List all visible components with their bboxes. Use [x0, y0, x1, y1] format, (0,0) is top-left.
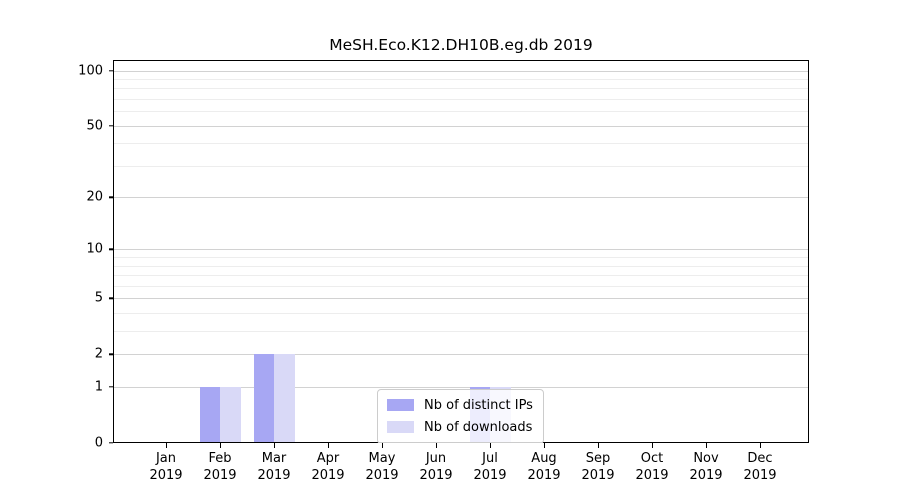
- y-tick: [108, 248, 113, 251]
- bar-downloads: [274, 354, 295, 443]
- gridline-major: [113, 249, 809, 251]
- y-tick-label: 10: [86, 241, 103, 257]
- y-tick-label: 0: [94, 435, 103, 451]
- x-tick-month: Sep: [585, 451, 611, 466]
- legend-label-downloads: Nb of downloads: [424, 419, 533, 435]
- gridline-major: [113, 197, 809, 199]
- x-tick-month: May: [368, 451, 396, 466]
- x-tick-label: May 2019: [355, 451, 409, 484]
- gridline-minor: [113, 111, 809, 113]
- gridline-major: [113, 354, 809, 356]
- x-tick: [543, 443, 545, 448]
- y-tick: [108, 69, 113, 72]
- y-tick-label: 50: [86, 118, 103, 134]
- x-tick-year: 2019: [365, 467, 399, 483]
- x-tick-year: 2019: [149, 467, 183, 483]
- gridline-major: [113, 298, 809, 300]
- x-tick-label: Nov 2019: [679, 451, 733, 484]
- x-tick-month: Dec: [747, 451, 773, 466]
- x-tick: [327, 443, 329, 448]
- gridline-minor: [113, 88, 809, 90]
- x-tick-label: Feb 2019: [193, 451, 247, 484]
- legend-item-distinct-ips: Nb of distinct IPs: [387, 394, 534, 416]
- gridline-minor: [113, 257, 809, 259]
- x-tick-year: 2019: [473, 467, 507, 483]
- x-tick-year: 2019: [257, 467, 291, 483]
- x-tick: [651, 443, 653, 448]
- chart-title: MeSH.Eco.K12.DH10B.eg.db 2019: [329, 36, 593, 54]
- gridline-minor: [113, 143, 809, 145]
- x-tick-year: 2019: [203, 467, 237, 483]
- legend-swatch-distinct-ips: [387, 399, 414, 411]
- x-tick-month: Oct: [640, 451, 664, 466]
- x-tick: [165, 443, 167, 448]
- legend: Nb of distinct IPs Nb of downloads: [377, 389, 544, 443]
- x-tick-month: Jan: [155, 451, 177, 466]
- x-tick-year: 2019: [419, 467, 453, 483]
- x-tick-year: 2019: [743, 467, 777, 483]
- x-tick-year: 2019: [527, 467, 561, 483]
- x-tick-month: Mar: [261, 451, 287, 466]
- x-tick-label: Mar 2019: [247, 451, 301, 484]
- gridline-major: [113, 387, 809, 389]
- x-tick-label: Oct 2019: [625, 451, 679, 484]
- y-tick-label: 5: [94, 290, 103, 306]
- gridline-minor: [113, 285, 809, 287]
- legend-item-downloads: Nb of downloads: [387, 416, 534, 438]
- x-tick-month: Aug: [531, 451, 557, 466]
- x-tick-label: Jan 2019: [139, 451, 193, 484]
- x-tick: [597, 443, 599, 448]
- x-tick-label: Dec 2019: [733, 451, 787, 484]
- gridline-minor: [113, 265, 809, 267]
- gridline-minor: [113, 275, 809, 277]
- x-tick-month: Jul: [482, 451, 498, 466]
- y-tick-label: 20: [86, 189, 103, 205]
- x-tick-label: Aug 2019: [517, 451, 571, 484]
- x-tick: [381, 443, 383, 448]
- bar-distinct-ips: [253, 354, 274, 443]
- x-tick: [759, 443, 761, 448]
- gridline-minor: [113, 78, 809, 80]
- y-tick: [108, 386, 113, 388]
- y-tick-label: 1: [94, 379, 103, 395]
- x-tick-label: Jul 2019: [463, 451, 517, 484]
- y-tick-label: 100: [78, 63, 103, 78]
- y-tick: [108, 442, 113, 444]
- gridline-major: [113, 70, 809, 72]
- y-tick: [108, 297, 113, 300]
- gridline-minor: [113, 98, 809, 100]
- plot-area: Nb of distinct IPs Nb of downloads: [113, 60, 809, 443]
- y-tick: [108, 353, 113, 355]
- x-tick-year: 2019: [581, 467, 615, 483]
- x-tick-label: Sep 2019: [571, 451, 625, 484]
- x-tick-month: Feb: [208, 451, 232, 466]
- legend-label-distinct-ips: Nb of distinct IPs: [424, 397, 533, 413]
- gridline-minor: [113, 313, 809, 315]
- x-tick: [489, 443, 491, 448]
- bar-downloads: [220, 387, 241, 443]
- x-tick: [273, 443, 275, 448]
- gridline-minor: [113, 165, 809, 167]
- y-tick: [108, 124, 113, 127]
- x-tick: [705, 443, 707, 448]
- gridline-minor: [113, 331, 809, 333]
- x-tick: [435, 443, 437, 448]
- y-tick-label: 2: [94, 346, 103, 362]
- x-tick-label: Jun 2019: [409, 451, 463, 484]
- bar-distinct-ips: [199, 387, 220, 443]
- x-tick-year: 2019: [635, 467, 669, 483]
- x-tick-year: 2019: [311, 467, 345, 483]
- gridline-major: [113, 125, 809, 127]
- legend-swatch-downloads: [387, 421, 414, 433]
- x-tick-year: 2019: [689, 467, 723, 483]
- x-tick-month: Jun: [425, 451, 447, 466]
- x-tick-month: Apr: [316, 451, 340, 466]
- x-tick: [219, 443, 221, 448]
- x-tick-label: Apr 2019: [301, 451, 355, 484]
- y-tick: [108, 196, 113, 198]
- x-tick-month: Nov: [693, 451, 719, 466]
